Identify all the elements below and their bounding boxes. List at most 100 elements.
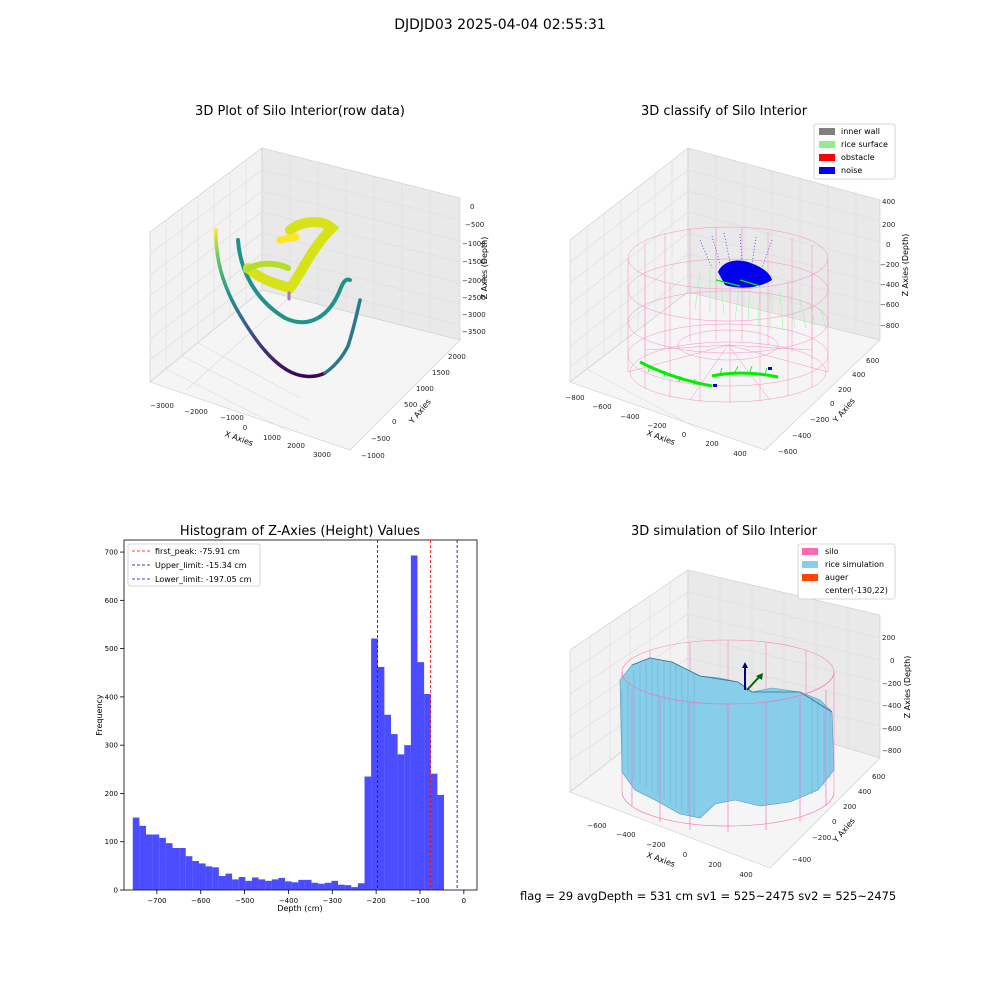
p1-xtick-3: 0	[243, 424, 247, 432]
p1-ztick-2: −1000	[462, 240, 486, 248]
histogram-xtick-label: −700	[147, 897, 166, 905]
p1-ytick-6: 2000	[448, 353, 466, 361]
legend-label-center: center(-130,22)	[825, 586, 888, 595]
p2-xtick-3: −200	[647, 422, 666, 430]
p2-ytick-5: 400	[852, 371, 865, 379]
histogram-xtick-label: −400	[279, 897, 298, 905]
p2-ytick-4: 200	[838, 386, 851, 394]
legend-swatch-rice-surface	[819, 141, 835, 148]
histogram-bar	[371, 638, 378, 890]
panel2-title: 3D classify of Silo Interior	[640, 104, 808, 119]
histogram-bar	[185, 856, 193, 890]
p4-zlabel: Z Axies (Depth)	[903, 656, 912, 719]
figure-suptitle: DJDJD03 2025-04-04 02:55:31	[394, 17, 606, 33]
p4-xtick-1: −400	[616, 831, 635, 839]
p2-ytick-0: −600	[778, 448, 797, 456]
histogram-bar	[278, 877, 286, 890]
p2-ztick-3: −200	[880, 261, 899, 269]
p1-zlabel: Z Axies (Depth)	[480, 237, 489, 300]
histogram-ytick-label: 100	[105, 838, 118, 846]
p4-xtick-0: −600	[587, 822, 606, 830]
legend-swatch-auger	[802, 574, 818, 581]
histogram-yticks: 0 100 200 300 400 500 600 700	[105, 549, 124, 895]
status-footer: flag = 29 avgDepth = 531 cm sv1 = 525~24…	[520, 889, 897, 903]
p1-ytick-0: −1000	[361, 452, 385, 460]
p2-ztick-6: −800	[880, 322, 899, 330]
panel2-floor-pane	[569, 291, 881, 451]
p4-ztick-4: −600	[882, 725, 901, 733]
p1-ytick-4: 1000	[416, 385, 434, 393]
histogram-bar	[198, 863, 206, 890]
panel2-grid	[569, 156, 881, 431]
histogram-bar	[172, 848, 180, 890]
p2-ztick-2: 0	[886, 241, 890, 249]
panel1-floor-pane	[149, 289, 461, 451]
p2-xtick-4: 0	[682, 431, 686, 439]
p2-xlabel: X Axies	[645, 428, 676, 447]
legend-swatch-silo	[802, 548, 818, 555]
legend-label-inner-wall: inner wall	[841, 127, 880, 136]
panel1-3d-axes: −3000 −2000 −1000 0 1000 2000 3000 −1000…	[149, 147, 489, 460]
panel4-title: 3D simulation of Silo Interior	[631, 524, 817, 539]
p1-ztick-0: 0	[470, 203, 474, 211]
p1-ytick-5: 1500	[432, 369, 450, 377]
histogram-legend: first_peak: -75.91 cm Upper_limit: -15.3…	[127, 543, 261, 587]
histogram-bar	[304, 879, 312, 890]
p1-ztick-5: −2500	[462, 294, 486, 302]
histogram-axes: −700 −600 −500 −400 −300 −200 −100 0 0 100 200 300…	[95, 539, 478, 913]
histogram-bar	[384, 714, 392, 890]
p4-xlabel: X Axies	[645, 850, 676, 869]
panel1-point-cloud	[214, 217, 362, 379]
p4-xtick-3: 0	[683, 851, 687, 859]
p4-ytick-1: −200	[812, 834, 831, 842]
p4-ytick-0: −400	[792, 856, 811, 864]
p1-ztick-7: −3500	[462, 328, 486, 336]
panel2-3d-axes: −800 −600 −400 −200 0 200 400 −600 −400 …	[565, 147, 910, 458]
histogram-bar	[205, 866, 213, 890]
histogram-xtick-label: −600	[191, 897, 210, 905]
p2-ytick-2: −200	[810, 416, 829, 424]
p1-ytick-3: 500	[404, 401, 417, 409]
p2-zlabel: Z Axies (Depth)	[901, 234, 910, 297]
legend-label-upper-limit: Upper_limit: -15.34 cm	[155, 561, 247, 570]
p2-ztick-0: 400	[882, 198, 895, 206]
legend-label-silo: silo	[825, 547, 839, 556]
histogram-bar	[152, 834, 160, 890]
histogram-bar	[417, 662, 425, 890]
p1-xtick-2: −1000	[220, 414, 244, 422]
histogram-bar	[159, 837, 166, 890]
p1-xlabel: X Axies	[223, 429, 254, 448]
panel4-silo-front-wireframe	[621, 671, 835, 832]
histogram-bar	[351, 887, 358, 890]
p1-ztick-3: −1500	[462, 258, 486, 266]
p4-ztick-2: −200	[882, 680, 901, 688]
p1-xtick-6: 3000	[313, 451, 331, 459]
p4-ytick-4: 400	[858, 788, 871, 796]
histogram-bars	[132, 555, 444, 890]
histogram-bar	[258, 879, 266, 890]
p2-xtick-2: −400	[620, 413, 639, 421]
histogram-bar	[146, 834, 153, 890]
p1-xtick-4: 1000	[263, 434, 281, 442]
histogram-title: Histogram of Z-Axies (Height) Values	[179, 524, 421, 539]
panel2-silo-wireframe	[627, 226, 829, 403]
p1-ztick-6: −3000	[462, 311, 486, 319]
histogram-bar	[338, 884, 345, 890]
p1-ytick-2: 0	[392, 418, 396, 426]
legend-swatch-noise	[819, 167, 835, 174]
histogram-ytick-label: 400	[105, 693, 118, 701]
p1-ztick-1: −500	[465, 221, 484, 229]
histogram-bar	[212, 867, 219, 890]
p2-ylabel: Y Axies	[831, 396, 857, 425]
panel1-title: 3D Plot of Silo Interior(row data)	[195, 104, 405, 119]
histogram-ylabel: Frequency	[95, 694, 104, 736]
panel4-auger	[742, 662, 763, 691]
p2-xtick-5: 200	[705, 440, 718, 448]
histogram-bar	[238, 876, 246, 890]
panel4-legend: silo rice simulation auger center(-130,2…	[797, 543, 896, 600]
p4-xtick-4: 200	[708, 861, 721, 869]
p2-ytick-1: −400	[792, 432, 811, 440]
p4-ztick-1: 0	[890, 657, 894, 665]
histogram-bar	[331, 880, 339, 890]
p1-xtick-5: 2000	[287, 442, 305, 450]
